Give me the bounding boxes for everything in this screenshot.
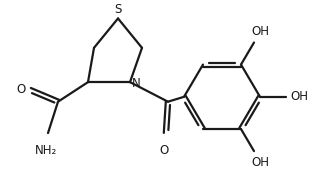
Text: S: S xyxy=(114,3,122,16)
Text: OH: OH xyxy=(252,156,270,169)
Text: OH: OH xyxy=(252,25,270,38)
Text: NH₂: NH₂ xyxy=(35,144,57,157)
Text: O: O xyxy=(159,144,169,157)
Text: N: N xyxy=(132,77,141,90)
Text: O: O xyxy=(17,83,26,96)
Text: OH: OH xyxy=(290,90,308,103)
